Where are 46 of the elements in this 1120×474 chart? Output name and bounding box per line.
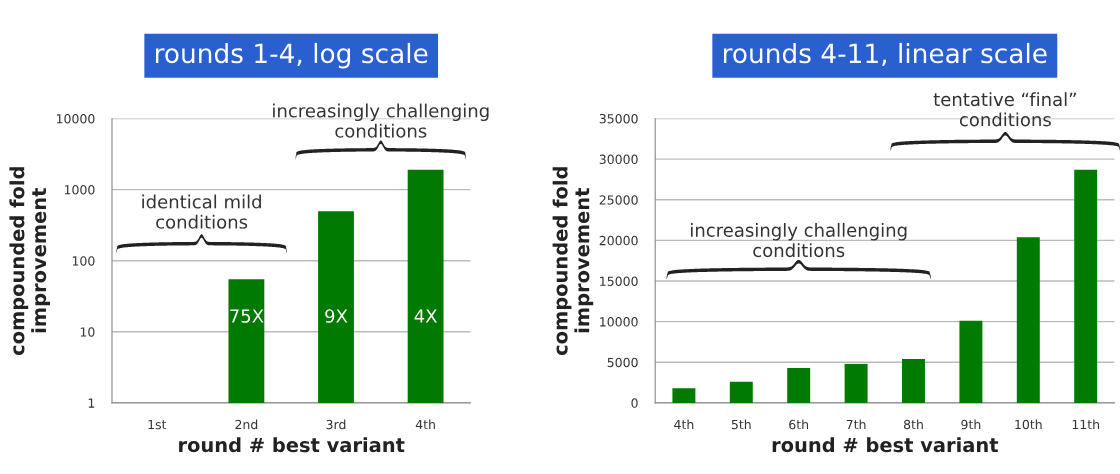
bar — [787, 367, 811, 403]
x-tick-label: 4th — [415, 419, 435, 430]
x-axis-title: round # best variant — [179, 437, 405, 453]
y-tick-label: 10 — [80, 327, 95, 337]
x-tick-label: 11th — [1072, 419, 1099, 430]
bar — [902, 359, 925, 403]
y-tick-label: 5000 — [607, 357, 638, 368]
annotation: increasingly challenging conditions — [273, 103, 489, 138]
y-axis-title: compounded fold improvement — [552, 167, 594, 356]
annotation: tentative “final” conditions — [933, 92, 1076, 127]
x-tick-label: 3rd — [326, 419, 346, 430]
annotation: increasingly challenging conditions — [691, 223, 907, 258]
x-tick-label: 5th — [731, 419, 751, 430]
bar — [1016, 237, 1040, 403]
annotation: 9X — [325, 309, 348, 323]
chart-title: rounds 1-4, log scale — [155, 42, 428, 69]
bar — [729, 381, 753, 403]
y-tick-label: 100 — [72, 256, 95, 266]
x-axis-title: round # best variant — [772, 437, 999, 453]
x-tick-label: 7th — [846, 419, 866, 430]
x-tick-label: 4th — [674, 419, 694, 430]
y-tick-label: 15000 — [600, 276, 638, 286]
y-tick-label: 0 — [631, 398, 638, 408]
x-tick-label: 10th — [1015, 419, 1042, 430]
y-tick-label: 30000 — [599, 154, 638, 165]
y-tick-label: 10000 — [600, 317, 638, 327]
y-tick-label: 25000 — [599, 195, 638, 205]
y-tick-label: 20000 — [599, 235, 638, 246]
y-tick-label: 35000 — [599, 113, 638, 124]
y-tick-label: 1 — [88, 398, 95, 408]
annotation: 75X — [230, 309, 264, 323]
y-tick-label: 10000 — [56, 113, 95, 124]
annotation: identical mild conditions — [142, 194, 261, 229]
chart-title: rounds 4-11, linear scale — [723, 42, 1047, 67]
x-tick-label: 2nd — [235, 419, 258, 430]
annotation: 4X — [414, 309, 437, 323]
y-axis-title: compounded fold improvement — [9, 167, 51, 356]
y-tick-label: 1000 — [64, 185, 95, 195]
bar — [959, 320, 983, 403]
x-tick-label: 6th — [789, 419, 809, 430]
x-tick-label: 1st — [148, 419, 167, 430]
bar — [672, 388, 696, 403]
bar — [844, 363, 868, 403]
bar — [1074, 169, 1098, 403]
x-tick-label: 9th — [961, 419, 981, 430]
x-tick-label: 8th — [903, 419, 923, 430]
